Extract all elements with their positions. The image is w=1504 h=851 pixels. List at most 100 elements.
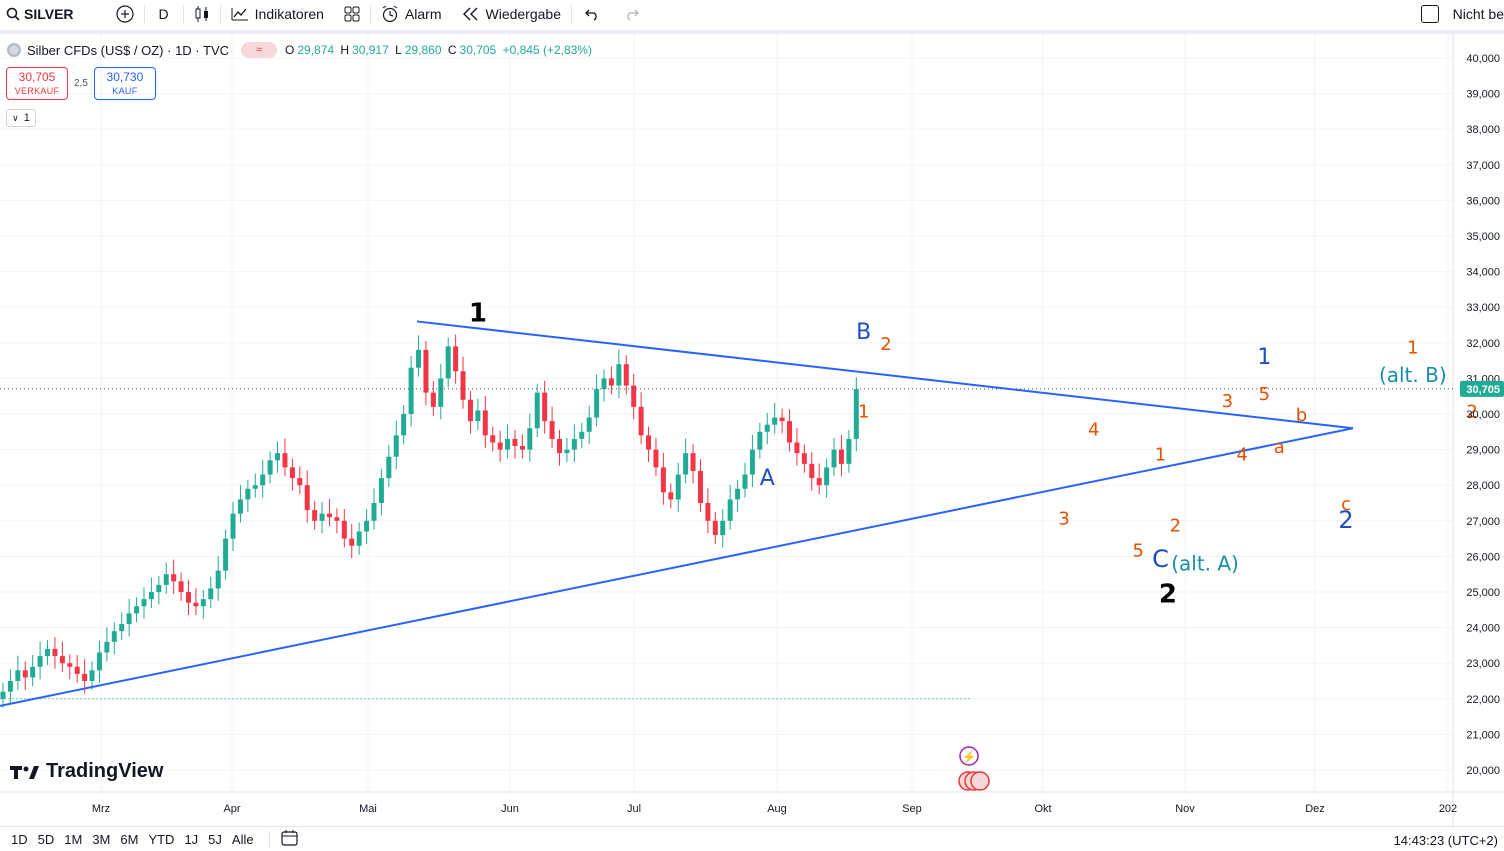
candle-body [853,389,859,439]
wave-label: 4 [1236,444,1247,465]
rewind-icon [462,7,477,21]
templates-button[interactable] [334,0,370,28]
candle-body [735,488,741,500]
event-icons[interactable]: ⚡ [958,746,990,791]
candle-body [96,652,102,671]
range-5j[interactable]: 5J [208,831,222,847]
candle-body [801,453,807,464]
wave-label: 1 [1257,345,1271,370]
candles [0,334,1453,708]
date-range-button[interactable] [280,829,300,850]
range-6m[interactable]: 6M [120,831,139,847]
candle-body [505,438,511,450]
price-tick-label: 38,000 [1466,124,1500,136]
time-tick-label: Aug [767,803,787,815]
clock[interactable]: 14:43:23 (UTC+2) [1393,833,1498,848]
tradingview-logo[interactable]: TradingView [10,760,163,783]
candle-body [772,417,778,425]
not-saved-toggle[interactable]: Nicht be [1411,0,1504,28]
toolbar-separator [369,5,371,23]
spread-value: 2,5 [74,78,88,89]
price-tick-label: 22,000 [1466,694,1500,706]
time-axis[interactable]: Mrz Apr Mai Jun Jul Aug Sep Okt Nov Dez 202 [92,803,1457,815]
range-ytd[interactable]: YTD [148,831,175,847]
symbol-search[interactable]: SILVER [0,0,84,28]
range-3m[interactable]: 3M [92,831,111,847]
chart-type-button[interactable] [184,0,220,28]
candle-body [111,631,117,642]
candle-body [846,438,852,464]
candle-body [45,648,51,657]
range-1j[interactable]: 1J [184,831,199,847]
candles-icon [195,6,208,22]
us-flag-icon[interactable] [970,771,990,791]
candle-body [30,666,36,678]
not-saved-label: Nicht be [1452,6,1504,22]
range-1d[interactable]: 1D [11,831,28,847]
candle-body [519,446,525,450]
buy-button[interactable]: 30,730 KAUF [93,67,156,100]
candle-body [275,453,281,461]
candle-body [720,520,726,536]
lots-dropdown[interactable]: ∨ 1 [6,109,36,127]
compare-button[interactable] [106,0,144,28]
candle-body [697,470,703,503]
range-alle[interactable]: Alle [231,831,254,847]
sell-button[interactable]: 30,705 VERKAUF [6,67,68,100]
candle-body [423,349,429,393]
trendlines[interactable] [0,320,1354,707]
candle-body [690,453,696,471]
trendline[interactable] [416,320,1354,430]
candle-body [67,663,73,667]
price-tick-label: 32,000 [1466,338,1500,350]
candle-body [319,513,325,521]
candle-body [438,378,444,407]
visibility-badge[interactable]: ≈ [241,42,278,58]
candle-body [171,574,177,582]
top-toolbar: SILVER D Indikatoren Alarm Wiedergabe Ni… [0,0,1504,28]
low-value: 29,860 [404,43,442,57]
candle-body [571,438,577,450]
time-tick-label: 202 [1439,803,1457,815]
replay-button[interactable]: Wiedergabe [452,0,572,28]
alarm-clock-icon [382,5,398,23]
indicators-button[interactable]: Indikatoren [221,0,334,28]
candle-body [371,503,377,521]
open-value: 29,874 [297,43,335,57]
price-tick-label: 40,000 [1466,53,1500,65]
candle-body [460,371,466,400]
redo-button[interactable] [612,0,652,28]
candle-body [787,421,793,443]
interval-button[interactable]: D [158,6,169,22]
indicators-icon [231,8,248,21]
candle-body [742,474,748,489]
candle-body [22,670,28,678]
candle-body [749,449,755,475]
time-tick-label: Jun [501,803,519,815]
toolbar-separator [182,5,184,23]
candle-body [727,499,733,521]
candle-body [230,513,236,539]
candle-body [89,670,95,681]
alert-button[interactable]: Alarm [371,0,452,28]
trendline[interactable] [0,427,1354,707]
candle-body [534,392,540,429]
candle-body [193,602,199,607]
price-axis[interactable]: 20,000 21,000 22,000 23,000 24,000 25,000 26,0… [1460,53,1504,777]
undo-button[interactable] [572,0,612,28]
price-chart[interactable]: 123BAC123452143512345bac12345(alt. B)(al… [0,34,1504,826]
trade-panel: 30,705 VERKAUF 2,5 30,730 KAUF [6,67,156,100]
chart-grid [0,34,1504,826]
candle-body [779,417,785,422]
range-5d[interactable]: 5D [37,831,55,847]
range-1m[interactable]: 1M [64,831,83,847]
candle-body [638,406,644,436]
candle-body [660,467,666,493]
wave-label: b [1296,405,1307,426]
toolbar-divider [0,30,1504,34]
candle-body [237,499,243,514]
candle-body [631,385,637,407]
buy-price: 30,730 [106,70,144,84]
sell-price: 30,705 [18,70,56,84]
lightning-icon[interactable] [959,746,979,766]
